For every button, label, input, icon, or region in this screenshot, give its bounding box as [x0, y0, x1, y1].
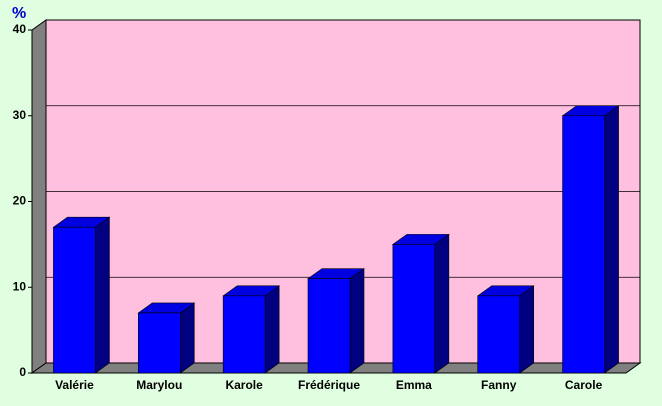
bar [137, 302, 196, 374]
bar-front [562, 115, 605, 374]
y-axis-label: % [12, 5, 26, 22]
bar-side [434, 233, 450, 374]
x-tick-label: Fanny [481, 378, 517, 392]
x-tick-label: Valérie [55, 378, 94, 392]
x-tick-label: Carole [565, 378, 603, 392]
bar-side [95, 216, 110, 374]
bar [52, 216, 111, 374]
y-tick-label: 40 [13, 22, 27, 36]
side-wall [31, 19, 47, 374]
bar [307, 268, 365, 374]
bar-front [137, 312, 181, 374]
bar-front [477, 295, 521, 374]
bar-side [604, 105, 619, 374]
bar [391, 233, 450, 374]
y-tick-label: 0 [19, 365, 26, 379]
bar [476, 285, 535, 374]
y-tick-label: 30 [13, 108, 27, 122]
y-tick-label: 20 [13, 194, 27, 208]
bar-front [307, 278, 351, 374]
bar-front [392, 244, 436, 374]
x-tick-label: Frédérique [298, 378, 360, 392]
bar [561, 105, 620, 374]
x-tick-label: Marylou [136, 378, 182, 392]
bar-side [179, 302, 195, 374]
x-tick-label: Emma [396, 378, 432, 392]
y-tick-label: 10 [13, 279, 27, 293]
bar-front [53, 226, 96, 374]
bar-front [222, 295, 266, 374]
bar-side [519, 285, 535, 374]
x-tick-label: Karole [225, 378, 263, 392]
bar-side [264, 285, 280, 374]
bar-side [349, 268, 365, 374]
bar [222, 285, 281, 374]
